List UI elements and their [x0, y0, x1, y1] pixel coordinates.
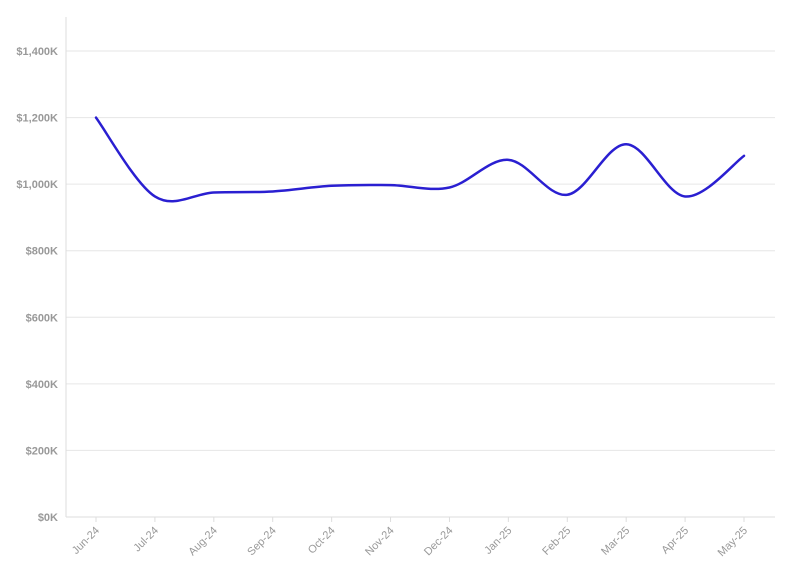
x-tick-label: Jan-25	[482, 525, 514, 557]
x-tick-label: May-25	[716, 525, 750, 559]
data-point	[625, 143, 627, 145]
y-tick-label: $1,000K	[16, 179, 58, 191]
x-tick-label: Nov-24	[363, 525, 397, 559]
x-tick-label: Jul-24	[131, 525, 161, 555]
y-axis-tick-labels: $0K $200K $400K $600K $800K $1,000K $1,200K $1,…	[16, 46, 58, 524]
series-lines	[94, 116, 746, 203]
y-tick-label: $0K	[38, 512, 58, 524]
data-point	[330, 185, 332, 187]
x-tick-label: Aug-24	[186, 525, 220, 559]
y-tick-label: $200K	[26, 445, 58, 457]
gridlines	[66, 50, 775, 451]
data-point	[507, 159, 509, 161]
data-point	[389, 184, 391, 186]
y-tick-label: $1,200K	[16, 113, 58, 125]
data-point	[154, 195, 156, 197]
x-axis-tick-labels: Jun-24 Jul-24 Aug-24 Sep-24 Oct-24 Nov-24 Dec-…	[70, 525, 750, 559]
y-tick-label: $1,400K	[16, 46, 58, 58]
data-point	[684, 195, 686, 197]
data-point	[272, 190, 274, 192]
axes	[65, 17, 775, 522]
data-point	[213, 191, 215, 193]
x-tick-label: Apr-25	[659, 525, 691, 557]
series-line	[94, 116, 746, 203]
data-point	[743, 155, 745, 157]
y-tick-label: $400K	[26, 379, 58, 391]
x-tick-label: Feb-25	[540, 525, 573, 558]
data-point	[448, 186, 450, 188]
x-tick-label: Mar-25	[599, 525, 632, 558]
y-tick-label: $600K	[26, 312, 58, 324]
x-tick-label: Oct-24	[306, 525, 338, 557]
y-tick-label: $800K	[26, 246, 58, 258]
x-tick-label: Sep-24	[245, 525, 279, 559]
x-tick-label: Jun-24	[70, 525, 102, 557]
data-point	[95, 116, 97, 118]
data-point	[566, 194, 568, 196]
x-tick-label: Dec-24	[422, 525, 456, 559]
